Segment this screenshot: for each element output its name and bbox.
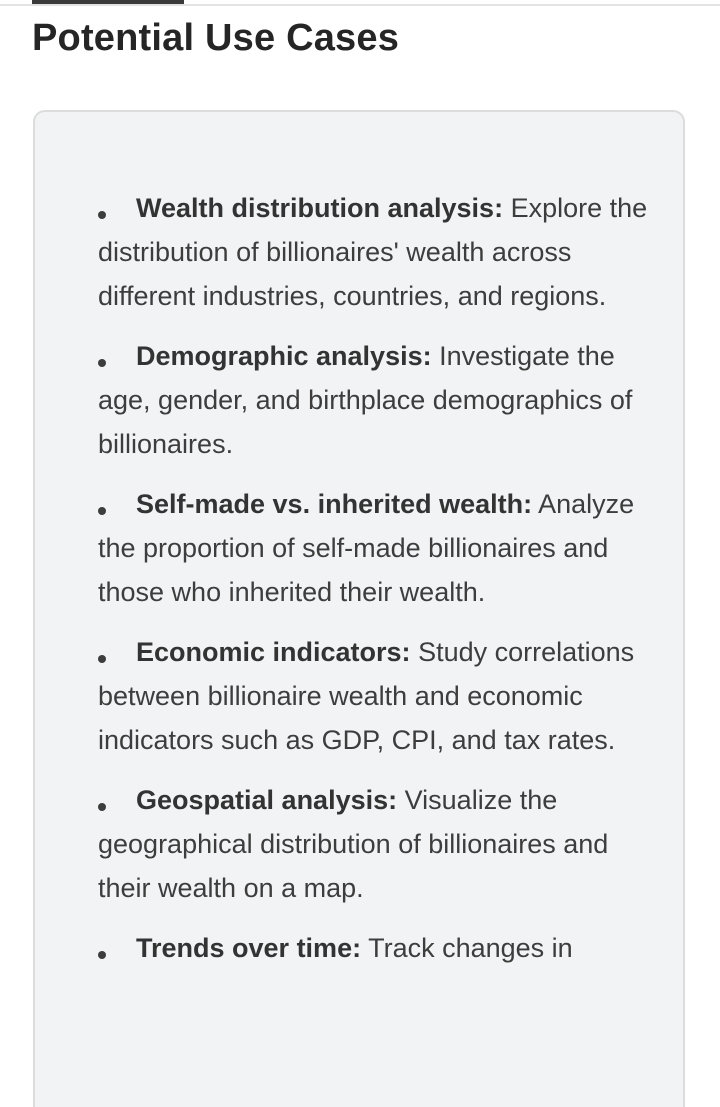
use-case-title: Wealth distribution analysis: xyxy=(136,193,504,223)
use-case-description: Investigate the age, gender, and birthpl… xyxy=(98,341,633,459)
use-case-title: Geospatial analysis: xyxy=(136,785,398,815)
use-case-description: Analyze the proportion of self-made bill… xyxy=(98,489,635,607)
page-title: Potential Use Cases xyxy=(32,17,400,59)
use-case-title: Trends over time: xyxy=(136,933,362,963)
use-case-description: Track changes in xyxy=(368,933,573,963)
use-case-title: Economic indicators: xyxy=(136,637,411,667)
list-item: Self-made vs. inherited wealth: Analyze … xyxy=(98,482,660,614)
use-case-description: Explore the distribution of billionaires… xyxy=(98,193,648,311)
list-item: Wealth distribution analysis: Explore th… xyxy=(98,186,660,318)
list-item: Geospatial analysis: Visualize the geogr… xyxy=(98,778,660,910)
use-case-description: Visualize the geographical distribution … xyxy=(98,785,609,903)
active-tab-indicator xyxy=(32,0,184,4)
list-item: Economic indicators: Study correlations … xyxy=(98,630,660,762)
use-cases-card: Wealth distribution analysis: Explore th… xyxy=(33,110,685,1107)
tab-bar-divider xyxy=(0,4,720,6)
use-case-list: Wealth distribution analysis: Explore th… xyxy=(98,186,660,986)
list-item: Demographic analysis: Investigate the ag… xyxy=(98,334,660,466)
list-item: Trends over time: Track changes in xyxy=(98,926,660,970)
use-case-title: Demographic analysis: xyxy=(136,341,432,371)
use-case-description: Study correlations between billionaire w… xyxy=(98,637,635,755)
use-case-title: Self-made vs. inherited wealth: xyxy=(136,489,533,519)
